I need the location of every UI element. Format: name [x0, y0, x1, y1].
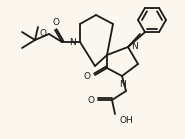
Text: O: O	[83, 71, 90, 80]
Text: N: N	[119, 80, 125, 89]
Text: N: N	[131, 42, 138, 50]
Text: OH: OH	[119, 116, 133, 125]
Text: O: O	[87, 95, 94, 105]
Text: O: O	[53, 18, 60, 27]
Text: N: N	[69, 38, 76, 47]
Text: O: O	[40, 28, 47, 38]
